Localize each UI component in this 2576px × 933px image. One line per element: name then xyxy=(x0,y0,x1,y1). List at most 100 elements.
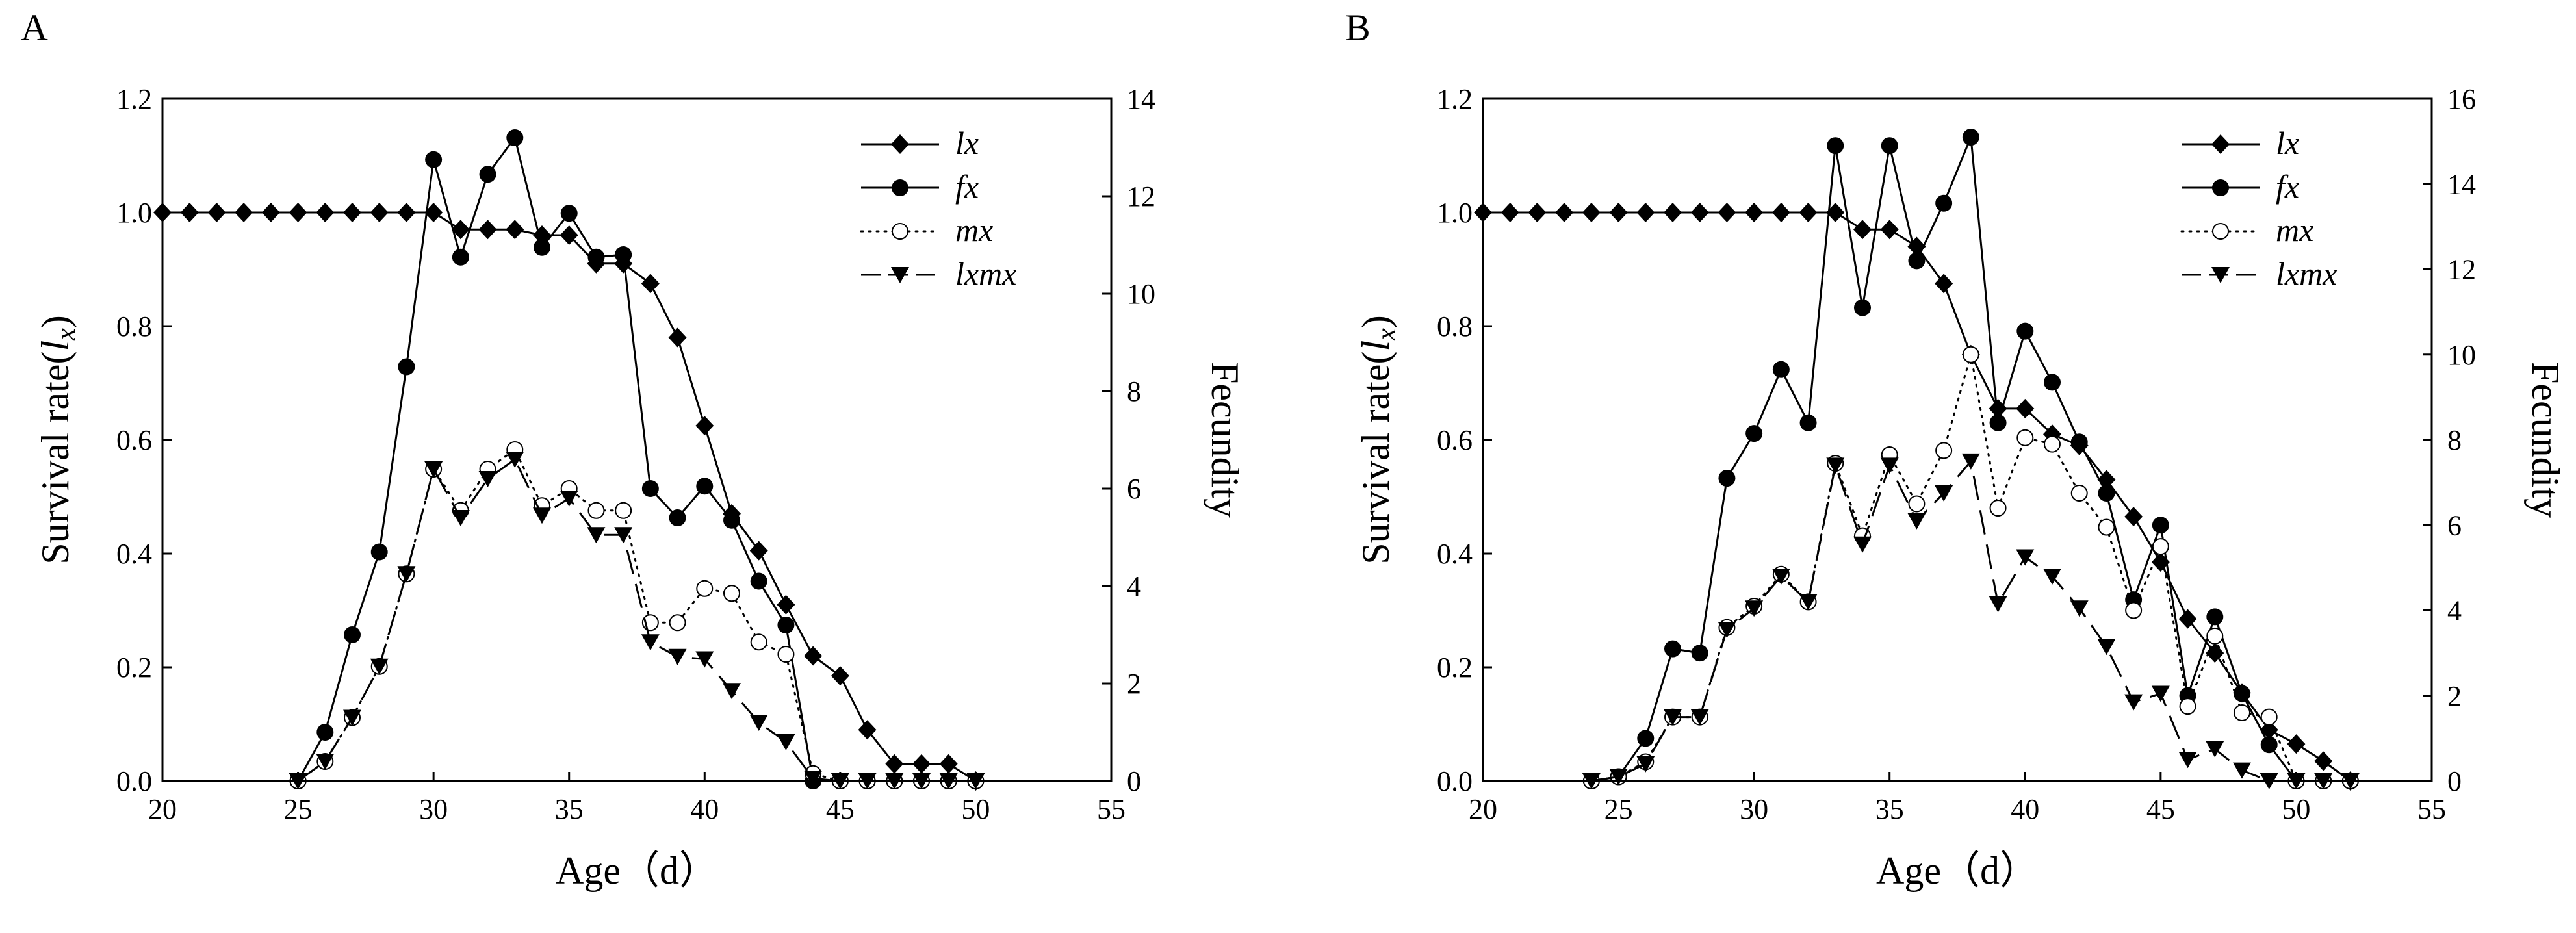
series-lxmx-point xyxy=(424,461,443,478)
series-fx-point xyxy=(2206,608,2224,626)
series-fx-point xyxy=(1935,194,1953,212)
series-lxmx-point xyxy=(2151,685,2170,702)
series-lxmx-point xyxy=(2206,741,2224,758)
series-lx-point xyxy=(831,666,849,686)
series-fx-point xyxy=(587,248,605,266)
series-lx-point xyxy=(560,225,578,245)
series-lxmx-point xyxy=(1853,536,1872,553)
legend-mx-marker xyxy=(892,223,908,240)
series-lx-point xyxy=(1880,220,1899,240)
series-fx-point xyxy=(398,358,415,376)
series-lx-point xyxy=(858,720,877,740)
series-lxmx-point xyxy=(2124,694,2143,711)
legend-lx-label: lx xyxy=(955,125,979,161)
legend-lx-marker xyxy=(891,134,909,154)
series-lxmx-point xyxy=(1664,709,1682,726)
x-tick-label: 25 xyxy=(284,793,313,825)
panel-a: A 20 25 30 35 40 45 50 55 0.0 0.2 0.4 0.6 0.8 1.0 1.2 0… xyxy=(21,6,1246,892)
legend-lxmx-label: lxmx xyxy=(955,255,1016,292)
series-fx-point xyxy=(1854,299,1871,316)
y2-tick-label: 6 xyxy=(2447,509,2462,541)
series-lxmx-point xyxy=(506,452,524,468)
y-tick-label: 1.0 xyxy=(1437,197,1473,229)
y2-axis-label: Fecundity xyxy=(2524,362,2567,518)
series-lxmx-point xyxy=(451,510,470,526)
series-fx-point xyxy=(1962,129,1979,146)
legend-fx-label: fx xyxy=(2276,168,2299,205)
series-lxmx-line xyxy=(297,457,976,782)
y-axis-label-l: l xyxy=(34,340,77,351)
series-lx-point xyxy=(2178,609,2197,629)
series-lx-point xyxy=(1690,203,1709,222)
series-fx-point xyxy=(452,248,469,266)
series-lx-point xyxy=(1799,203,1818,222)
x-tick-label: 20 xyxy=(148,793,177,825)
series-lx-point xyxy=(235,203,253,222)
series-lxmx-point xyxy=(1690,709,1709,726)
series-fx-point xyxy=(2044,374,2061,391)
series-lx-point xyxy=(1555,203,1574,222)
series-mx-point xyxy=(587,502,605,519)
series-lxmx-point xyxy=(2097,639,2116,656)
series-fx-point xyxy=(1989,414,2007,431)
series-lxmx-point xyxy=(533,507,551,524)
series-mx-point xyxy=(615,502,632,519)
series-fx-point xyxy=(723,511,740,529)
series-fx-point xyxy=(425,151,443,168)
series-lxmx-point xyxy=(370,658,389,675)
series-fx-point xyxy=(506,129,524,146)
series-mx-point xyxy=(2098,518,2115,536)
y2-tick-label: 4 xyxy=(2447,595,2462,627)
x-tick-label: 40 xyxy=(2011,793,2039,825)
series-fx-point xyxy=(2234,685,2250,702)
series-lx-point xyxy=(1718,203,1736,222)
series-lx-point xyxy=(1582,203,1601,222)
series-lxmx-point xyxy=(695,651,714,668)
series-lxmx-point xyxy=(668,648,687,665)
series-fx-point xyxy=(750,572,767,590)
series-fx-point xyxy=(1637,730,1655,747)
series-lxmx-point xyxy=(1826,457,1845,474)
x-tick-label: 25 xyxy=(1604,793,1633,825)
series-lx-point xyxy=(2314,751,2333,771)
y2-tick-label: 0 xyxy=(1127,765,1141,797)
y-tick-label: 0.4 xyxy=(1437,538,1473,570)
x-tick-label: 40 xyxy=(690,793,719,825)
panel-b: B 20 25 30 35 40 45 50 55 0.0 0.2 0.4 0.6 0.8 1.0 1.2 0… xyxy=(1345,6,2567,892)
legend-fx-label: fx xyxy=(955,168,979,205)
series-mx-point xyxy=(696,580,714,597)
series-lx-point xyxy=(424,203,443,222)
y2-tick-label: 0 xyxy=(2447,765,2462,797)
series-mx-point xyxy=(2125,602,2143,619)
series-mx-point xyxy=(1989,500,2007,517)
y2-tick-label: 16 xyxy=(2447,83,2476,115)
y2-tick-label: 8 xyxy=(2447,424,2462,456)
y-axis-label: Survival rate(lx) xyxy=(1354,315,1402,565)
legend: lx fx mx lxmx xyxy=(860,125,1016,292)
series-fx-point xyxy=(1881,137,1898,155)
y2-tick-label: 2 xyxy=(2447,680,2462,712)
series-lxmx-point xyxy=(723,683,741,700)
y-axis-label-text: Survival rate( xyxy=(1354,351,1397,565)
marks-layer xyxy=(153,129,985,791)
y-tick-label: 0.0 xyxy=(116,765,152,797)
series-fx-line xyxy=(297,135,976,782)
y-axis-label-close: ) xyxy=(34,315,77,328)
legend-fx-marker xyxy=(892,179,908,196)
series-lxmx-point xyxy=(2043,569,2061,585)
series-fx-point xyxy=(1827,137,1844,155)
x-tick-label: 35 xyxy=(1875,793,1904,825)
series-fx-point xyxy=(669,509,686,526)
y-tick-label: 0.8 xyxy=(116,311,152,342)
series-lx-point xyxy=(397,203,416,222)
series-lx-point xyxy=(1636,203,1655,222)
series-lxmx-point xyxy=(1907,513,1926,530)
series-lx-point xyxy=(207,203,226,222)
series-lx-point xyxy=(1609,203,1628,222)
series-fx-point xyxy=(1691,645,1708,662)
series-fx-point xyxy=(696,478,714,495)
y2-tick-label: 8 xyxy=(1127,376,1141,407)
y-axis-label-sub: x xyxy=(51,328,81,341)
series-lxmx-point xyxy=(1745,600,1764,617)
